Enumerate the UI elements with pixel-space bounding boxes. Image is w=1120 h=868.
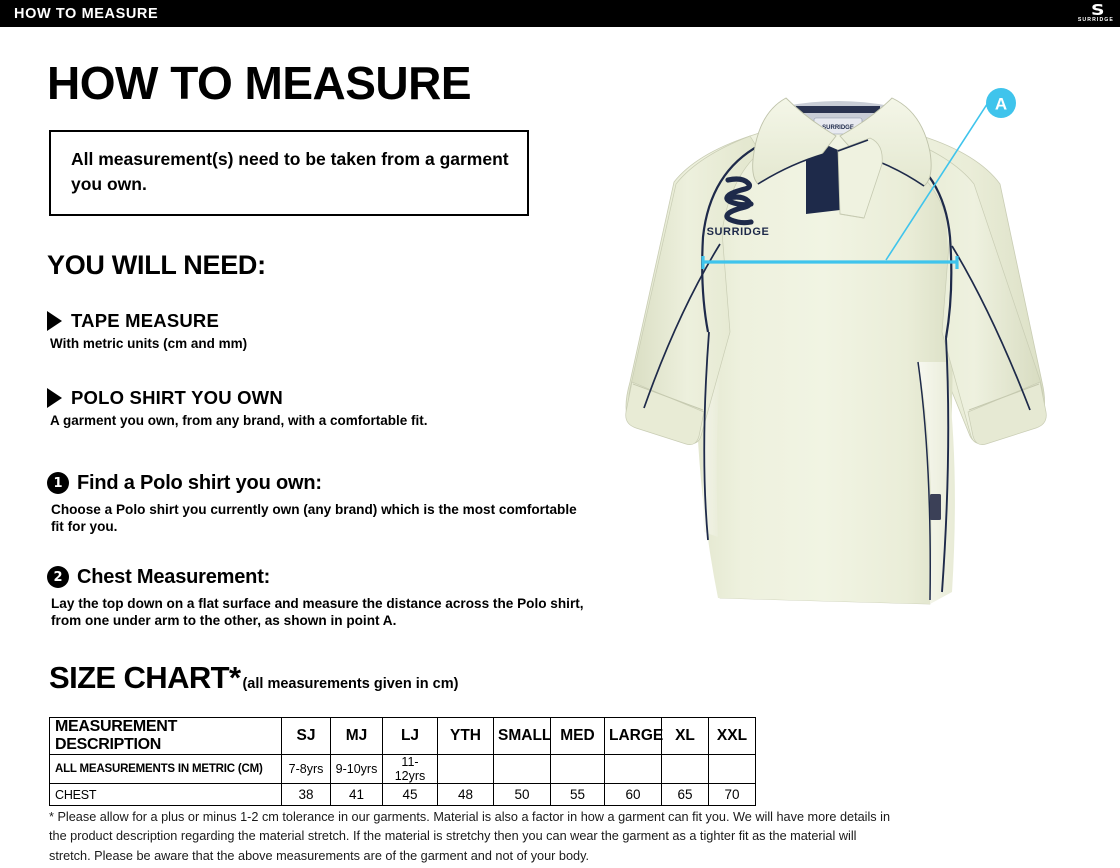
size-chart-table: MEASUREMENT DESCRIPTION SJ MJ LJ YTH SMA… bbox=[49, 717, 756, 806]
column-header: MJ bbox=[330, 717, 383, 755]
measurement-point-a-label: A bbox=[995, 95, 1007, 114]
column-header: YTH bbox=[437, 717, 494, 755]
column-header: MEASUREMENT DESCRIPTION bbox=[49, 717, 282, 755]
notice-text: All measurement(s) need to be taken from… bbox=[71, 149, 509, 195]
table-cell: 41 bbox=[330, 783, 383, 806]
size-chart-heading: SIZE CHART* (all measurements given in c… bbox=[49, 660, 1120, 696]
need-item-sub: With metric units (cm and mm) bbox=[50, 335, 248, 351]
surridge-logo: S SURRIDGE bbox=[1078, 0, 1114, 27]
size-chart-section: SIZE CHART* (all measurements given in c… bbox=[0, 660, 1120, 806]
svg-text:SURRIDGE: SURRIDGE bbox=[707, 226, 770, 238]
table-cell bbox=[437, 754, 494, 784]
need-item-polo-shirt: POLO SHIRT YOU OWN A garment you own, fr… bbox=[47, 387, 620, 428]
shirt-body bbox=[625, 126, 1045, 605]
shirt-collar: SURRIDGE bbox=[752, 97, 932, 219]
step-number-badge: 2 bbox=[47, 566, 69, 589]
need-item-label: TAPE MEASURE bbox=[71, 309, 220, 331]
notice-box: All measurement(s) need to be taken from… bbox=[49, 130, 529, 216]
need-item-sub: A garment you own, from any brand, with … bbox=[50, 412, 428, 428]
table-header-row: MEASUREMENT DESCRIPTION SJ MJ LJ YTH SMA… bbox=[49, 717, 756, 755]
svg-text:SURRIDGE: SURRIDGE bbox=[822, 125, 854, 131]
top-header-title: HOW TO MEASURE bbox=[14, 5, 159, 22]
table-cell: 11-12yrs bbox=[382, 754, 438, 784]
table-cell: 55 bbox=[550, 783, 605, 806]
chest-measurement-annotation: A bbox=[701, 88, 1016, 269]
step-body: Choose a Polo shirt you currently own (a… bbox=[51, 501, 577, 535]
table-cell: 7-8yrs bbox=[281, 754, 331, 784]
column-header: LJ bbox=[382, 717, 438, 755]
column-header: LARGE bbox=[604, 717, 663, 755]
row-label: CHEST bbox=[49, 783, 282, 806]
table-cell bbox=[661, 754, 709, 784]
triangle-bullet-icon bbox=[47, 387, 62, 408]
size-chart-footnote: * Please allow for a plus or minus 1-2 c… bbox=[49, 810, 891, 863]
need-item-label: POLO SHIRT YOU OWN bbox=[71, 386, 283, 408]
column-header: SJ bbox=[281, 717, 331, 755]
table-cell: 50 bbox=[493, 783, 551, 806]
size-chart-heading-main: SIZE CHART* bbox=[49, 660, 241, 695]
step-2: 2 Chest Measurement: Lay the top down on… bbox=[47, 566, 620, 630]
step-1: 1 Find a Polo shirt you own: Choose a Po… bbox=[47, 472, 620, 536]
column-header: XL bbox=[661, 717, 709, 755]
table-row: ALL MEASUREMENTS IN METRIC (CM) 7-8yrs 9… bbox=[49, 754, 756, 784]
column-header: XXL bbox=[708, 717, 756, 755]
triangle-bullet-icon bbox=[47, 310, 62, 331]
table-cell: 65 bbox=[661, 783, 709, 806]
page-title: HOW TO MEASURE bbox=[47, 57, 472, 109]
shirt-care-label bbox=[930, 494, 941, 520]
table-cell: 70 bbox=[708, 783, 756, 806]
surridge-wordmark: SURRIDGE bbox=[1077, 17, 1114, 24]
step-title: Chest Measurement: bbox=[77, 565, 271, 588]
table-cell: 38 bbox=[281, 783, 331, 806]
step-body: Lay the top down on a flat surface and m… bbox=[51, 595, 584, 628]
table-row: CHEST 38 41 45 48 50 55 60 65 70 bbox=[49, 783, 756, 806]
polo-shirt-illustration: SURRIDGE SURRIDGE bbox=[600, 32, 1100, 672]
table-cell: 45 bbox=[382, 783, 438, 806]
table-cell: 9-10yrs bbox=[330, 754, 383, 784]
shirt-chest-logo: SURRIDGE bbox=[707, 176, 770, 238]
table-cell bbox=[550, 754, 605, 784]
step-number-badge: 1 bbox=[47, 472, 69, 495]
table-cell bbox=[604, 754, 662, 784]
you-will-need-title: YOU WILL NEED: bbox=[47, 249, 266, 280]
table-cell: 60 bbox=[604, 783, 662, 806]
step-title: Find a Polo shirt you own: bbox=[77, 471, 322, 494]
table-cell bbox=[493, 754, 551, 784]
column-header: MED bbox=[550, 717, 605, 755]
table-cell bbox=[708, 754, 756, 784]
column-header: SMALL bbox=[493, 717, 551, 755]
shirt-right-sleeve bbox=[889, 135, 1047, 445]
measurement-point-a-marker bbox=[986, 88, 1016, 118]
table-cell: 48 bbox=[437, 783, 494, 806]
surridge-monogram-icon: S bbox=[1091, 1, 1104, 20]
instructions-column: HOW TO MEASURE All measurement(s) need t… bbox=[0, 27, 620, 629]
shirt-navy-piping bbox=[643, 144, 1031, 601]
size-chart-heading-sub: (all measurements given in cm) bbox=[242, 676, 459, 692]
need-item-tape-measure: TAPE MEASURE With metric units (cm and m… bbox=[47, 310, 620, 351]
row-label: ALL MEASUREMENTS IN METRIC (CM) bbox=[49, 754, 282, 784]
top-header-bar: HOW TO MEASURE S SURRIDGE bbox=[0, 0, 1120, 27]
